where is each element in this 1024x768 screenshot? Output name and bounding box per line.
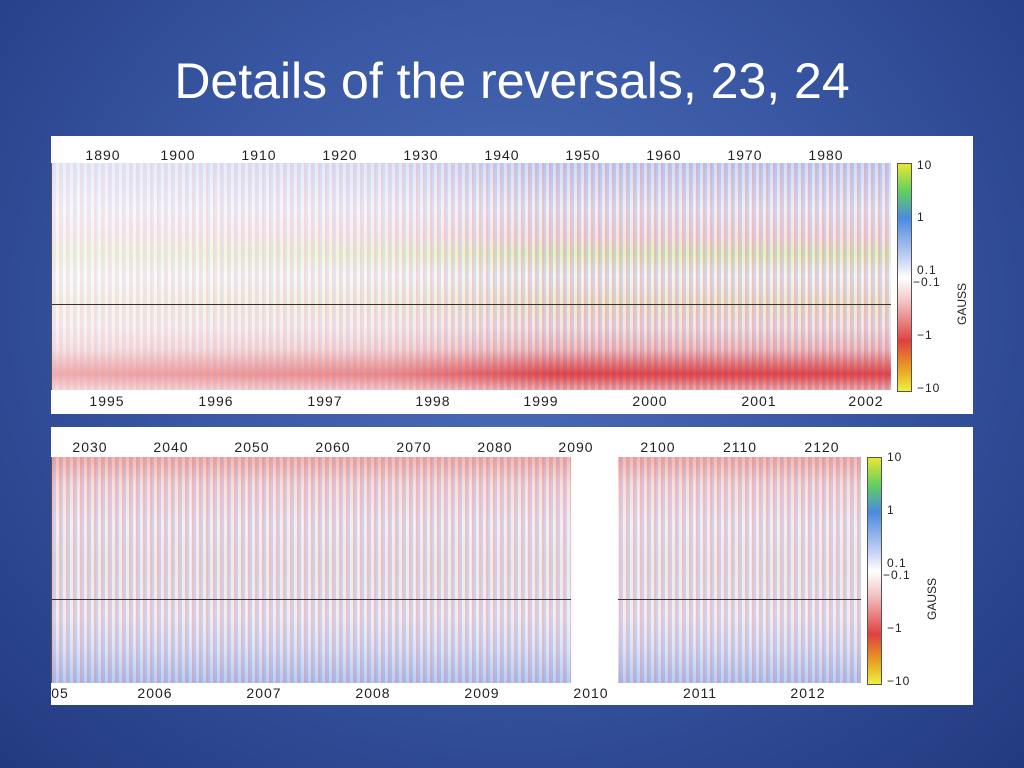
year-label: 2009 xyxy=(464,685,500,701)
colorbar-label: 1 xyxy=(917,210,925,224)
colorbar xyxy=(897,163,912,392)
rotation-label: 1930 xyxy=(403,147,439,163)
rotation-label: 1890 xyxy=(85,147,121,163)
rotation-label: 2060 xyxy=(315,439,351,455)
colorbar-title: GAUSS xyxy=(955,282,969,326)
year-label: 1996 xyxy=(198,393,234,409)
rotation-label: 2120 xyxy=(804,439,840,455)
year-label: 1997 xyxy=(307,393,343,409)
colorbar xyxy=(867,457,882,685)
year-label: 2011 xyxy=(682,685,718,701)
map-shading xyxy=(52,163,891,390)
synoptic-map xyxy=(51,457,861,683)
year-label: 2008 xyxy=(355,685,391,701)
rotation-label: 1910 xyxy=(241,147,277,163)
synoptic-map xyxy=(51,163,891,390)
rotation-label: 2090 xyxy=(558,439,594,455)
rotation-label: 2100 xyxy=(640,439,676,455)
year-label: 1995 xyxy=(89,393,125,409)
rotation-label: 1960 xyxy=(646,147,682,163)
rotation-label: 1940 xyxy=(484,147,520,163)
year-label: 1998 xyxy=(415,393,451,409)
year-label: 2000 xyxy=(632,393,668,409)
colorbar-label: −1 xyxy=(887,621,903,635)
colorbar-title: GAUSS xyxy=(925,577,939,621)
year-label: 2001 xyxy=(741,393,777,409)
colorbar-label: 10 xyxy=(917,158,933,172)
equator-line xyxy=(52,599,861,600)
rotation-label: 1920 xyxy=(322,147,358,163)
data-gap xyxy=(571,457,618,683)
rotation-label: 1970 xyxy=(727,147,763,163)
year-label: 2010 xyxy=(573,685,609,701)
rotation-label: 2080 xyxy=(477,439,513,455)
rotation-label: 2050 xyxy=(234,439,270,455)
year-label: 2006 xyxy=(137,685,173,701)
rotation-label: 2030 xyxy=(72,439,108,455)
slide-title: Details of the reversals, 23, 24 xyxy=(174,53,850,109)
rotation-label: 2110 xyxy=(722,439,758,455)
map-panel: 2030 2040 2050 2060 2070 2080 2090 2100 2110 2120… xyxy=(51,427,973,705)
colorbar-label: 0.1 xyxy=(917,263,937,277)
rotation-label: 2070 xyxy=(396,439,432,455)
rotation-label: 1950 xyxy=(565,147,601,163)
map-panel: 1890 1900 1910 1920 1930 1940 1950 1960 1970 1980… xyxy=(51,136,973,414)
colorbar-label: 1 xyxy=(887,503,895,517)
colorbar-label: −0.1 xyxy=(913,275,941,289)
colorbar-label: 0.1 xyxy=(887,556,907,570)
rotation-label: 1980 xyxy=(808,147,844,163)
colorbar-label: −0.1 xyxy=(883,568,911,582)
colorbar-label: −10 xyxy=(917,381,941,395)
colorbar-label: −1 xyxy=(917,328,933,342)
equator-line xyxy=(52,304,891,305)
rotation-label: 1900 xyxy=(160,147,196,163)
year-label: 1999 xyxy=(523,393,559,409)
map-texture xyxy=(52,457,861,683)
colorbar-label: 10 xyxy=(887,450,903,464)
year-label: 2002 xyxy=(848,393,884,409)
year-label: 2007 xyxy=(246,685,282,701)
colorbar-label: −10 xyxy=(887,674,911,688)
year-label: 2012 xyxy=(790,685,826,701)
rotation-label: 2040 xyxy=(153,439,189,455)
year-label: 05 xyxy=(51,685,69,701)
